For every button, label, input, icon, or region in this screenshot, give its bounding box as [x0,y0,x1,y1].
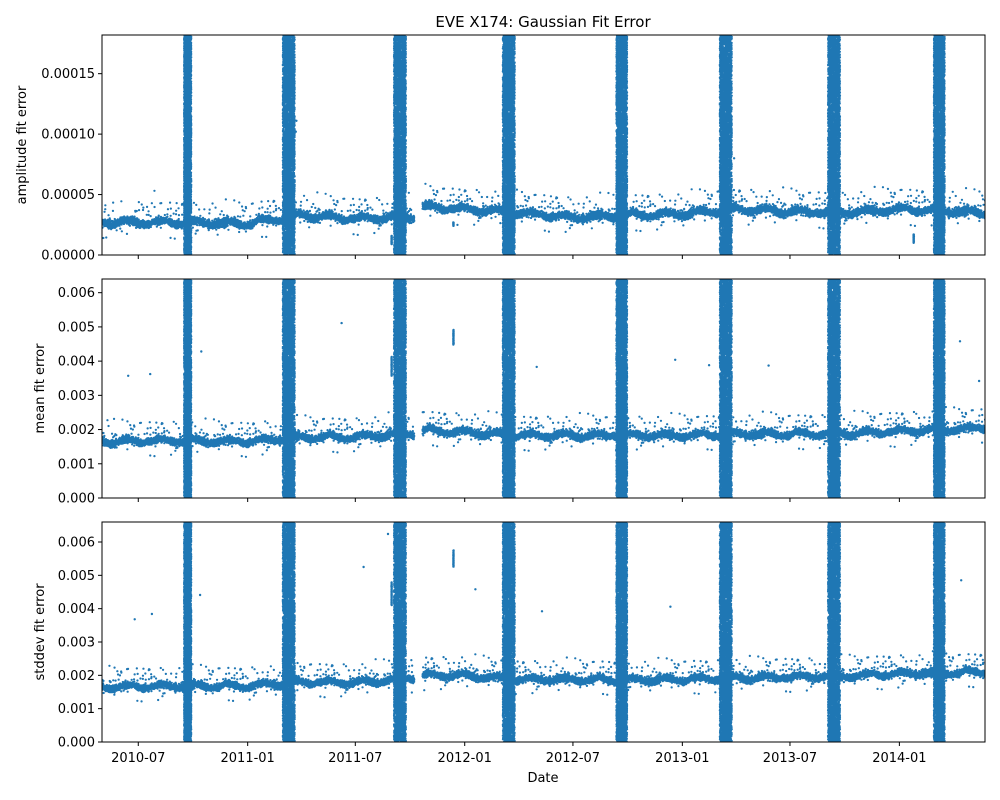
outlier-point [188,71,190,73]
y-tick-label: 0.006 [58,286,95,301]
y-tick-label: 0.003 [58,636,95,651]
chart-title: EVE X174: Gaussian Fit Error [435,13,651,31]
outlier-point [186,137,188,139]
outlier-point [404,104,406,106]
outlier-point [503,149,505,151]
y-axis-label: mean fit error [33,343,48,434]
outlier-point [624,120,626,122]
y-tick-label: 0.000 [58,736,95,751]
outlier-point [295,120,297,122]
outlier-point [402,106,404,108]
outlier-point [402,64,404,66]
y-tick-label: 0.005 [58,569,95,584]
outlier-point [541,610,543,612]
y-tick-label: 0.006 [58,536,95,551]
outlier-point [978,380,980,382]
outlier-point [933,155,935,157]
panel-2: 0.000 0.001 0.002 0.003 0.004 0.005 0.006 mean … [33,268,985,506]
y-tick-label: 0.00015 [41,67,95,82]
x-tick-label: 2012-01 [438,751,492,766]
outlier-point [402,58,404,60]
plot-frame [102,279,985,498]
outlier-point [536,366,538,368]
scatter-markers [102,268,985,498]
y-tick-label: 0.004 [58,602,95,617]
y-tick-label: 0.001 [58,457,95,472]
panel-1: 0.00000 0.00005 0.00010 0.00015 amplitude fi… [15,24,985,264]
outlier-point [387,533,389,535]
y-tick-label: 0.004 [58,355,95,370]
panels-group: 0.00000 0.00005 0.00010 0.00015 amplitude fi… [15,24,985,766]
outlier-point [200,350,202,352]
x-tick-label: 2013-07 [763,751,817,766]
y-tick-label: 0.001 [58,702,95,717]
series-points [102,511,985,742]
outlier-point [669,606,671,608]
outlier-point [362,566,364,568]
outlier-point [708,364,710,366]
y-tick-label: 0.00010 [41,128,95,143]
outlier-point [505,52,507,54]
x-tick-label: 2011-01 [221,751,275,766]
outlier-point [295,131,297,133]
outlier-point [134,618,136,620]
y-axis-label: amplitude fit error [15,85,30,204]
outlier-point [505,93,507,95]
outlier-point [199,594,201,596]
x-tick-label: 2014-01 [872,751,926,766]
outlier-point [767,364,769,366]
x-tick-label: 2010-07 [111,751,165,766]
outlier-point [719,59,721,61]
x-axis-label: Date [527,771,558,786]
y-tick-label: 0.00000 [41,249,95,264]
outlier-point [189,94,191,96]
outlier-point [621,109,623,111]
outlier-point [290,149,292,151]
x-tick-label: 2012-07 [546,751,600,766]
plot-frame [102,522,985,742]
x-tick-label: 2011-07 [328,751,382,766]
y-tick-label: 0.003 [58,389,95,404]
outlier-point [127,375,129,377]
y-tick-label: 0.00005 [41,188,95,203]
panel-3: 0.000 0.001 0.002 0.003 0.004 0.005 0.006 stdde… [33,511,985,766]
outlier-point [402,51,404,53]
outlier-point [674,359,676,361]
outlier-point [291,48,293,50]
outlier-point [149,373,151,375]
scatter-markers [102,24,985,255]
outlier-point [503,37,505,39]
outlier-point [292,81,294,83]
outlier-point [188,118,190,120]
y-tick-label: 0.005 [58,320,95,335]
outlier-point [401,46,403,48]
outlier-point [733,157,735,159]
series-points [102,24,985,255]
scatter-markers [102,511,985,742]
y-tick-label: 0.002 [58,669,95,684]
y-axis-label: stddev fit error [33,583,48,681]
outlier-point [960,579,962,581]
y-tick-label: 0.000 [58,492,95,507]
outlier-point [340,322,342,324]
x-tick-label: 2013-01 [655,751,709,766]
outlier-point [189,98,191,100]
outlier-point [474,588,476,590]
outlier-point [151,613,153,615]
outlier-point [959,340,961,342]
y-tick-label: 0.002 [58,423,95,438]
series-points [102,268,985,498]
